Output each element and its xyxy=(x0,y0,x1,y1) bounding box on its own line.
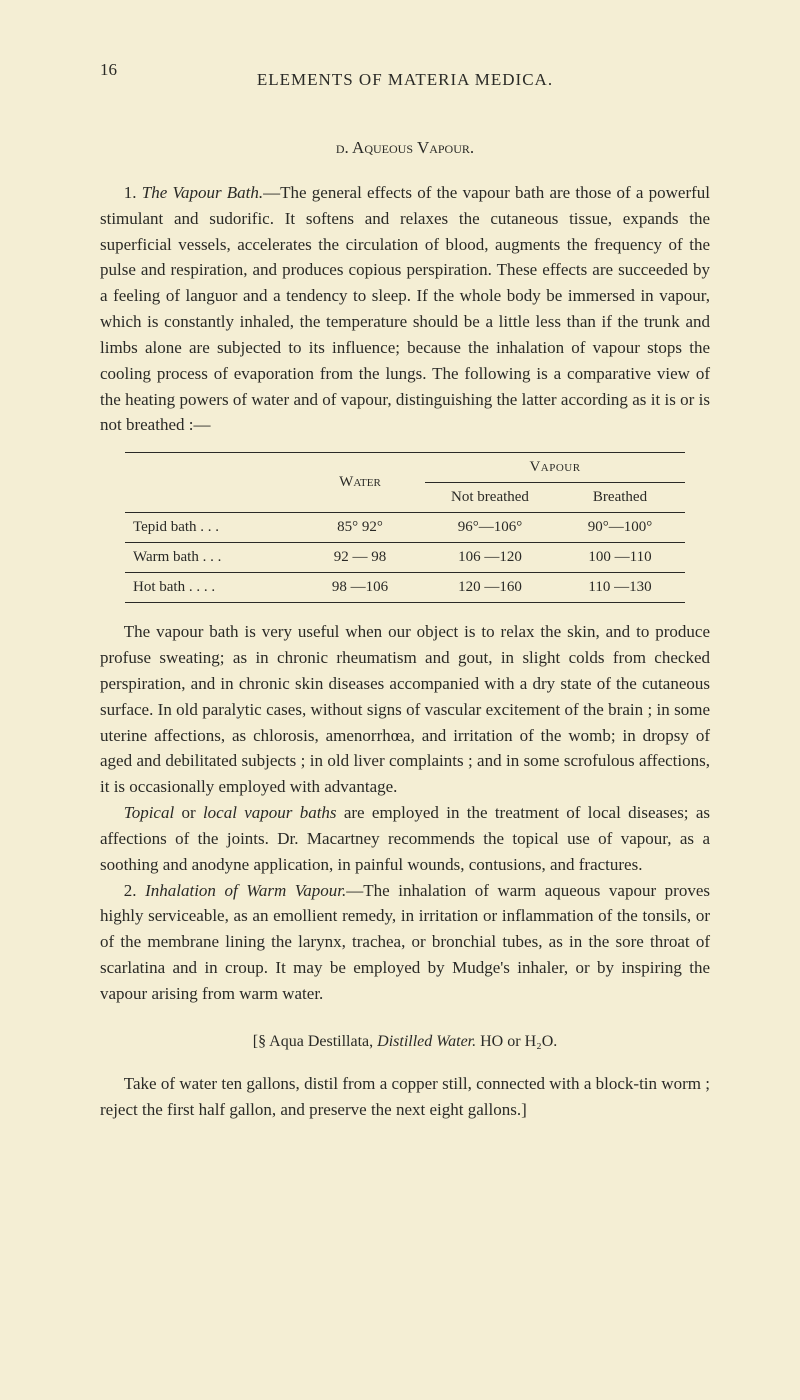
para-1: 1. The Vapour Bath.—The general effects … xyxy=(100,180,710,438)
para-1-num: 1. xyxy=(124,183,142,202)
heating-table-el: Water Vapour Not breathed Breathed Tepid… xyxy=(125,452,685,603)
table-row: Tepid bath . . . 85° 92° 96°—106° 90°—10… xyxy=(125,513,685,543)
row-label: Hot bath . . . . xyxy=(125,573,295,603)
para-4-title: Inhalation of Warm Vapour. xyxy=(145,881,346,900)
row-nb: 106 —120 xyxy=(425,543,555,573)
para-1-title: The Vapour Bath. xyxy=(142,183,263,202)
para-2: The vapour bath is very useful when our … xyxy=(100,619,710,800)
table-row: Hot bath . . . . 98 —106 120 —160 110 —1… xyxy=(125,573,685,603)
col-vapour-label: Vapour xyxy=(529,459,580,475)
table-row: Warm bath . . . 92 — 98 106 —120 100 —11… xyxy=(125,543,685,573)
para-3-mid: or xyxy=(174,803,203,822)
col-not-breathed: Not breathed xyxy=(425,483,555,513)
sig-a: [§ Aqua Destillata, xyxy=(253,1033,377,1050)
row-br: 100 —110 xyxy=(555,543,685,573)
sig-b: Distilled Water. xyxy=(377,1033,476,1050)
col-water: Water xyxy=(295,453,425,513)
para-5: Take of water ten gallons, distil from a… xyxy=(100,1071,710,1123)
signature-line: [§ Aqua Destillata, Distilled Water. HO … xyxy=(100,1033,710,1051)
col-breathed: Breathed xyxy=(555,483,685,513)
para-1-body: —The general effects of the vapour bath … xyxy=(100,183,710,434)
para-3-ital2: local vapour baths xyxy=(203,803,337,822)
section-d-head: d. Aqueous Vapour. xyxy=(100,138,710,158)
heating-table: Water Vapour Not breathed Breathed Tepid… xyxy=(125,452,685,603)
row-water: 92 — 98 xyxy=(295,543,425,573)
para-3: Topical or local vapour baths are employ… xyxy=(100,800,710,877)
sig-c: HO or H₂O. xyxy=(476,1033,557,1050)
row-br: 110 —130 xyxy=(555,573,685,603)
page-number: 16 xyxy=(100,60,117,80)
col-stub xyxy=(125,453,295,513)
row-water: 98 —106 xyxy=(295,573,425,603)
para-4-num: 2. xyxy=(124,881,145,900)
para-3-lead: Topical xyxy=(124,803,174,822)
col-vapour: Vapour xyxy=(425,453,685,483)
row-br: 90°—100° xyxy=(555,513,685,543)
para-4: 2. Inhalation of Warm Vapour.—The inhala… xyxy=(100,878,710,1007)
row-water: 85° 92° xyxy=(295,513,425,543)
row-label: Tepid bath . . . xyxy=(125,513,295,543)
row-nb: 96°—106° xyxy=(425,513,555,543)
row-label: Warm bath . . . xyxy=(125,543,295,573)
running-head: ELEMENTS OF MATERIA MEDICA. xyxy=(100,70,710,90)
section-d-text: d. Aqueous Vapour. xyxy=(336,138,474,157)
row-nb: 120 —160 xyxy=(425,573,555,603)
col-water-label: Water xyxy=(339,474,381,490)
